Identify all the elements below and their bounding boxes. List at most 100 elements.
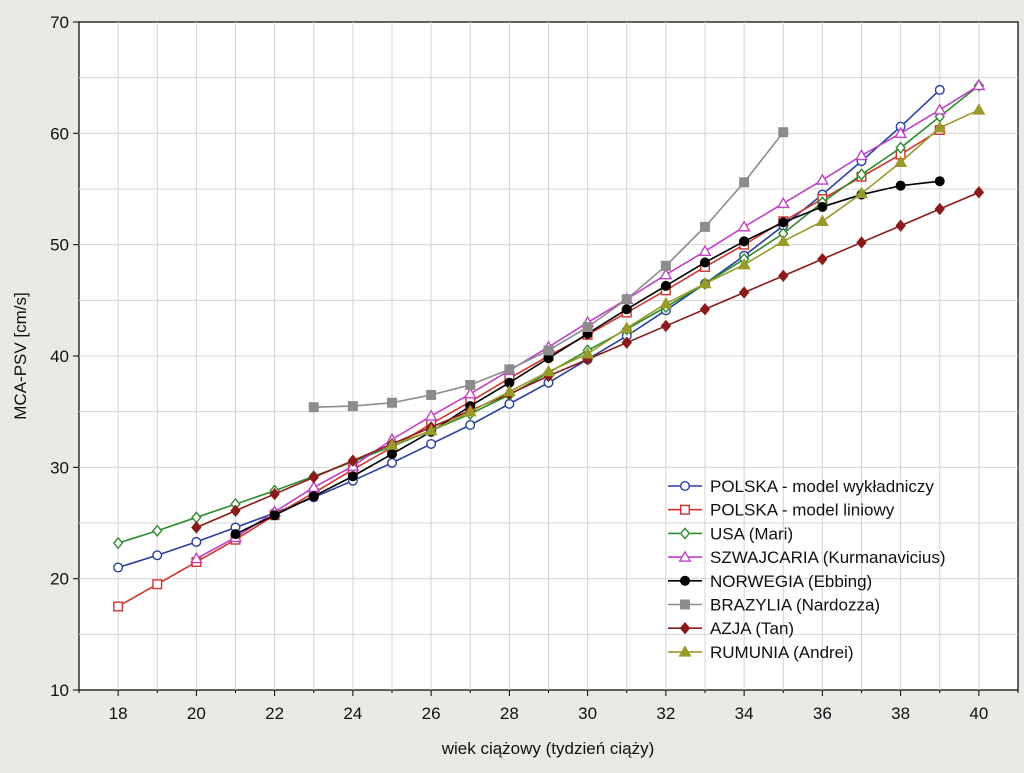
- data-point: [230, 504, 241, 517]
- y-tick-label: 20: [50, 570, 69, 589]
- data-point: [933, 121, 947, 133]
- x-tick-label: 30: [578, 704, 597, 723]
- data-point: [700, 257, 711, 268]
- data-point: [894, 126, 908, 139]
- data-point: [972, 103, 986, 115]
- data-point: [152, 550, 163, 561]
- legend-marker: [678, 550, 692, 562]
- legend-label: POLSKA - model liniowy: [710, 501, 895, 520]
- data-point: [347, 471, 358, 482]
- data-point: [424, 423, 438, 436]
- legend-item: AZJA (Tan): [668, 619, 794, 638]
- series-6: [308, 127, 789, 413]
- data-point: [620, 321, 634, 333]
- data-point: [191, 521, 202, 534]
- legend-marker: [680, 481, 691, 492]
- legend-marker: [678, 645, 692, 657]
- x-tick-label: 32: [656, 704, 675, 723]
- legend-item: POLSKA - model liniowy: [668, 501, 895, 520]
- legend-label: BRAZYLIA (Nardozza): [710, 596, 880, 615]
- data-point: [739, 236, 750, 247]
- legend-marker: [679, 527, 691, 540]
- x-tick-label: 40: [969, 704, 988, 723]
- legend-label: USA (Mari): [710, 524, 793, 543]
- data-point: [815, 173, 829, 185]
- y-tick-label: 50: [50, 236, 69, 255]
- data-point: [308, 471, 319, 484]
- data-point: [973, 186, 985, 199]
- data-point: [934, 202, 945, 216]
- data-point: [895, 180, 906, 191]
- legend-marker: [680, 599, 691, 610]
- data-point: [817, 201, 828, 212]
- legend-item: SZWAJCARIA (Kurmanavicius): [668, 548, 946, 567]
- data-point: [308, 491, 319, 502]
- data-point: [113, 562, 124, 573]
- data-point: [387, 397, 398, 408]
- x-axis-label: wiek ciążowy (tydzień ciąży): [441, 739, 655, 758]
- data-point: [854, 148, 869, 161]
- data-point: [581, 347, 595, 359]
- data-point: [738, 286, 750, 299]
- legend-marker: [679, 622, 691, 635]
- series-8: [385, 103, 986, 450]
- legend-label: RUMUNIA (Andrei): [710, 643, 854, 662]
- data-point: [737, 220, 751, 232]
- series-line: [117, 129, 941, 608]
- legend-marker: [680, 575, 691, 586]
- data-point: [815, 214, 829, 226]
- data-point: [934, 84, 945, 95]
- data-point: [856, 168, 867, 181]
- data-point: [698, 276, 712, 289]
- data-point: [621, 294, 632, 305]
- series-layer: [112, 78, 986, 612]
- data-point: [230, 529, 241, 540]
- x-tick-label: 36: [813, 704, 832, 723]
- data-point: [659, 296, 673, 309]
- data-point: [465, 379, 476, 390]
- legend-label: SZWAJCARIA (Kurmanavicius): [710, 548, 946, 567]
- data-point: [465, 420, 476, 431]
- data-point: [621, 304, 632, 315]
- legend-label: AZJA (Tan): [710, 619, 794, 638]
- data-point: [387, 448, 398, 459]
- legend-label: POLSKA - model wykładniczy: [710, 477, 934, 496]
- data-point: [894, 155, 908, 167]
- legend-item: NORWEGIA (Ebbing): [668, 572, 872, 591]
- data-point: [778, 217, 789, 228]
- data-point: [660, 280, 671, 291]
- data-point: [426, 438, 437, 449]
- data-point: [582, 322, 593, 333]
- x-tick-label: 38: [891, 704, 910, 723]
- data-point: [737, 257, 751, 270]
- y-tick-label: 30: [50, 458, 69, 477]
- x-tick-label: 22: [265, 704, 284, 723]
- data-point: [426, 389, 437, 400]
- y-tick-label: 60: [50, 124, 69, 143]
- data-point: [699, 303, 711, 316]
- data-point: [972, 78, 986, 91]
- data-point: [621, 336, 632, 349]
- data-point: [308, 402, 319, 413]
- data-point: [895, 141, 906, 154]
- data-point: [502, 384, 516, 397]
- y-tick-label: 40: [50, 347, 69, 366]
- data-point: [152, 524, 163, 537]
- data-point: [543, 345, 554, 356]
- data-point: [347, 401, 358, 412]
- legend-item: BRAZYLIA (Nardozza): [668, 596, 880, 615]
- x-tick-label: 28: [500, 704, 519, 723]
- data-point: [504, 364, 515, 375]
- data-point: [660, 319, 672, 333]
- data-point: [191, 536, 202, 547]
- legend-item: USA (Mari): [668, 524, 793, 543]
- data-point: [739, 177, 750, 188]
- data-point: [700, 221, 711, 232]
- y-tick-label: 70: [50, 13, 69, 32]
- x-tick-label: 18: [109, 704, 128, 723]
- data-point: [660, 260, 671, 271]
- data-point: [424, 409, 438, 421]
- data-point: [776, 196, 790, 209]
- data-point: [817, 252, 828, 266]
